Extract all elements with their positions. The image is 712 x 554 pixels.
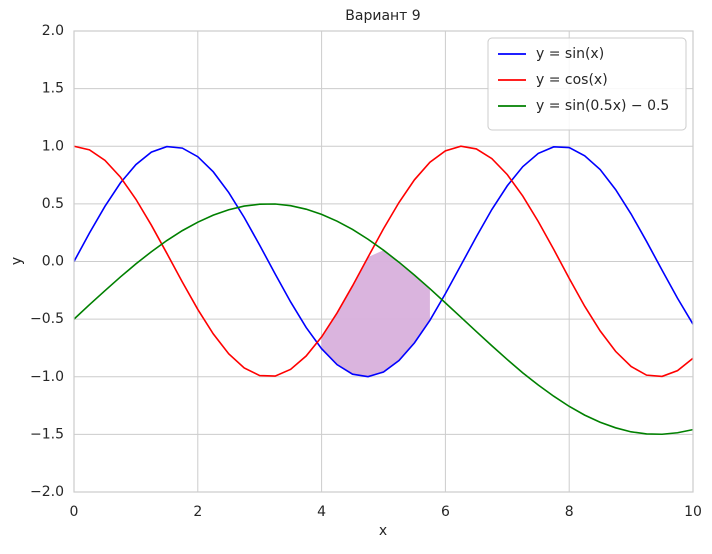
y-tick-label: −1.5	[30, 426, 64, 442]
x-tick-label: 2	[193, 504, 202, 520]
line	[73, 145, 694, 378]
line	[73, 203, 694, 436]
y-tick-label: 2.0	[42, 23, 64, 39]
plot-frame	[73, 30, 694, 493]
y-tick-label: 0.5	[42, 196, 64, 212]
legend-label: y = sin(x)	[536, 46, 604, 62]
fill-area	[321, 250, 430, 377]
y-axis-label: y	[9, 257, 25, 265]
y-tick-label: 1.0	[42, 138, 64, 154]
legend-box	[487, 37, 687, 131]
x-tick-label: 4	[317, 504, 326, 520]
chart-title: Вариант 9	[345, 8, 420, 24]
legend-label: y = sin(0.5x) − 0.5	[536, 98, 669, 114]
y-tick-label: −2.0	[30, 484, 64, 500]
legend-label: y = cos(x)	[536, 72, 608, 88]
line	[73, 145, 694, 378]
x-axis-label: x	[379, 523, 387, 539]
y-tick-label: −0.5	[30, 311, 64, 327]
x-tick-label: 10	[684, 504, 702, 520]
y-tick-label: 1.5	[42, 81, 64, 97]
x-tick-label: 0	[70, 504, 79, 520]
x-tick-label: 8	[565, 504, 574, 520]
y-tick-label: −1.0	[30, 369, 64, 385]
y-tick-label: 0.0	[42, 254, 64, 270]
x-tick-label: 6	[441, 504, 450, 520]
